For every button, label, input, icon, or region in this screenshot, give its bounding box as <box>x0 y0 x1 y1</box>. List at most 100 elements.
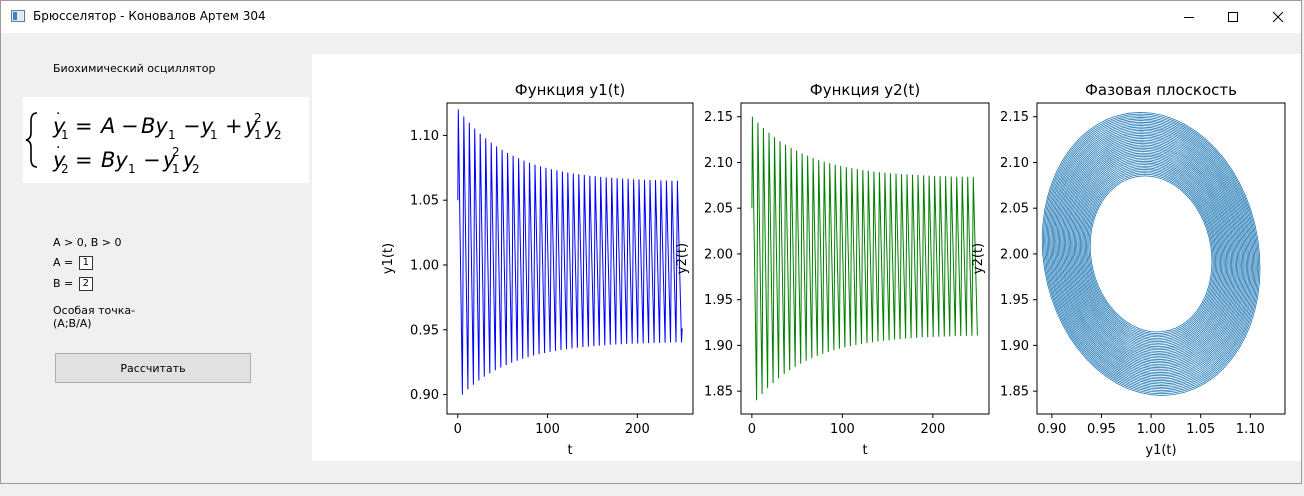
series-line <box>457 109 683 395</box>
y-tick-label: 2.10 <box>704 156 733 171</box>
phase-loop <box>1063 141 1239 367</box>
x-tick-label: 100 <box>830 422 855 437</box>
axes-frame <box>740 102 990 415</box>
calculate-button[interactable]: Рассчитать <box>55 353 251 383</box>
svg-text:y: y <box>264 114 278 138</box>
phase-loop <box>1082 165 1220 343</box>
phase-loop <box>1086 170 1217 338</box>
svg-text:=: = <box>75 114 93 138</box>
axes-frame <box>446 102 694 415</box>
x-axis-label: t <box>567 443 572 458</box>
phase-loop <box>1079 162 1223 346</box>
phase-loop <box>1062 139 1240 369</box>
x-tick-label: 1.00 <box>1137 422 1166 437</box>
svg-text:1: 1 <box>210 128 218 142</box>
phase-loop <box>1089 175 1213 333</box>
svg-text:·: · <box>56 106 60 122</box>
a-input[interactable]: 1 <box>78 256 93 270</box>
phase-loop <box>1065 142 1238 365</box>
phase-loop <box>1073 154 1229 354</box>
chart-title: Фазовая плоскость <box>1085 81 1237 99</box>
condition-label: A > 0, B > 0 <box>53 236 122 249</box>
x-axis-label: y1(t) <box>1145 443 1176 458</box>
minimize-button[interactable] <box>1166 1 1212 33</box>
x-tick-label: 200 <box>625 422 650 437</box>
y-tick-label: 2.05 <box>1000 202 1029 217</box>
maximize-icon <box>1228 12 1238 22</box>
y-tick-label: 2.05 <box>704 202 733 217</box>
plot-canvas: Функция y1(t) 0 100 200 0.90 0.95 1.00 1.05 1.10… <box>312 54 1301 461</box>
y-tick-label: 1.95 <box>704 293 733 308</box>
svg-text:1: 1 <box>254 128 262 142</box>
a-row: A = 1 <box>53 256 93 270</box>
phase-loop <box>1088 173 1214 335</box>
y-tick-label: 0.90 <box>410 388 439 403</box>
b-input[interactable]: 2 <box>78 277 93 291</box>
phase-loop <box>1071 150 1231 357</box>
svg-text:1: 1 <box>172 162 180 176</box>
phase-loop <box>1057 133 1245 375</box>
svg-text:A: A <box>99 114 115 138</box>
phase-loop <box>1060 136 1242 372</box>
phase-loop <box>1072 152 1230 356</box>
phase-loop <box>1047 120 1255 388</box>
phase-loop <box>1046 118 1256 390</box>
svg-text:2: 2 <box>172 145 180 159</box>
svg-text:1: 1 <box>168 128 176 142</box>
svg-text:y: y <box>52 148 66 172</box>
y-tick-label: 1.05 <box>410 194 439 209</box>
svg-text:y: y <box>182 148 196 172</box>
x-tick-label: 1.05 <box>1186 422 1215 437</box>
svg-text:1: 1 <box>128 162 136 176</box>
phase-loop <box>1078 160 1224 348</box>
close-icon <box>1272 11 1284 23</box>
maximize-button[interactable] <box>1210 1 1256 33</box>
phase-loop <box>1054 128 1249 380</box>
phase-loop <box>1042 113 1260 395</box>
y-axis-label: y1(t) <box>381 243 396 274</box>
chart-1: Функция y1(t) 0 100 200 0.90 0.95 1.00 1.05 1.10… <box>381 81 694 458</box>
control-panel: Биохимический осциллятор y 1 · = A − By … <box>1 33 311 463</box>
window-title: Брюсселятор - Коновалов Артем 304 <box>33 9 266 23</box>
y-tick-label: 2.15 <box>1000 110 1029 125</box>
phase-loop <box>1052 126 1250 382</box>
y-axis-label: y2(t) <box>971 243 986 274</box>
series-line <box>751 116 978 401</box>
svg-text:2: 2 <box>254 111 262 125</box>
phase-loop <box>1066 144 1236 364</box>
y-tick-label: 1.90 <box>704 339 733 354</box>
y-tick-label: 2.00 <box>704 247 733 262</box>
y-tick-label: 2.15 <box>704 110 733 125</box>
svg-text:−: − <box>121 114 139 138</box>
svg-text:2: 2 <box>192 162 200 176</box>
x-tick-label: 100 <box>535 422 560 437</box>
x-tick-label: 0.90 <box>1037 422 1066 437</box>
phase-loop <box>1076 157 1226 351</box>
svg-text:y: y <box>200 114 214 138</box>
formula-image: y 1 · = A − By 1 − y 1 + y 1 2 y 2 <box>23 97 309 183</box>
phase-loop <box>1058 134 1244 374</box>
phase-loop <box>1074 155 1228 352</box>
y-axis-label: y2(t) <box>675 243 690 274</box>
y-tick-label: 2.00 <box>1000 247 1029 262</box>
phase-loop <box>1077 159 1225 349</box>
y-tick-label: 1.90 <box>1000 339 1029 354</box>
chart-title: Функция y1(t) <box>515 81 625 99</box>
x-tick-label: 200 <box>920 422 945 437</box>
x-tick-label: 1.10 <box>1236 422 1265 437</box>
svg-text:−: − <box>183 114 201 138</box>
chart-2: Функция y2(t) 0 100 200 1.85 1.90 1.95 2.00 2.05… <box>675 81 990 458</box>
svg-text:y: y <box>162 148 176 172</box>
y-tick-label: 1.95 <box>1000 293 1029 308</box>
phase-loop <box>1067 146 1235 362</box>
y-tick-label: 1.00 <box>410 258 439 273</box>
y-tick-label: 1.85 <box>1000 385 1029 400</box>
phase-loop <box>1061 137 1241 370</box>
close-button[interactable] <box>1255 1 1301 33</box>
title-bar: Брюсселятор - Коновалов Артем 304 <box>1 1 1301 33</box>
a-label: A = <box>53 256 74 269</box>
x-axis-label: t <box>862 443 867 458</box>
phase-loop <box>1070 149 1233 359</box>
phase-loop <box>1083 167 1219 341</box>
svg-text:y: y <box>244 114 258 138</box>
